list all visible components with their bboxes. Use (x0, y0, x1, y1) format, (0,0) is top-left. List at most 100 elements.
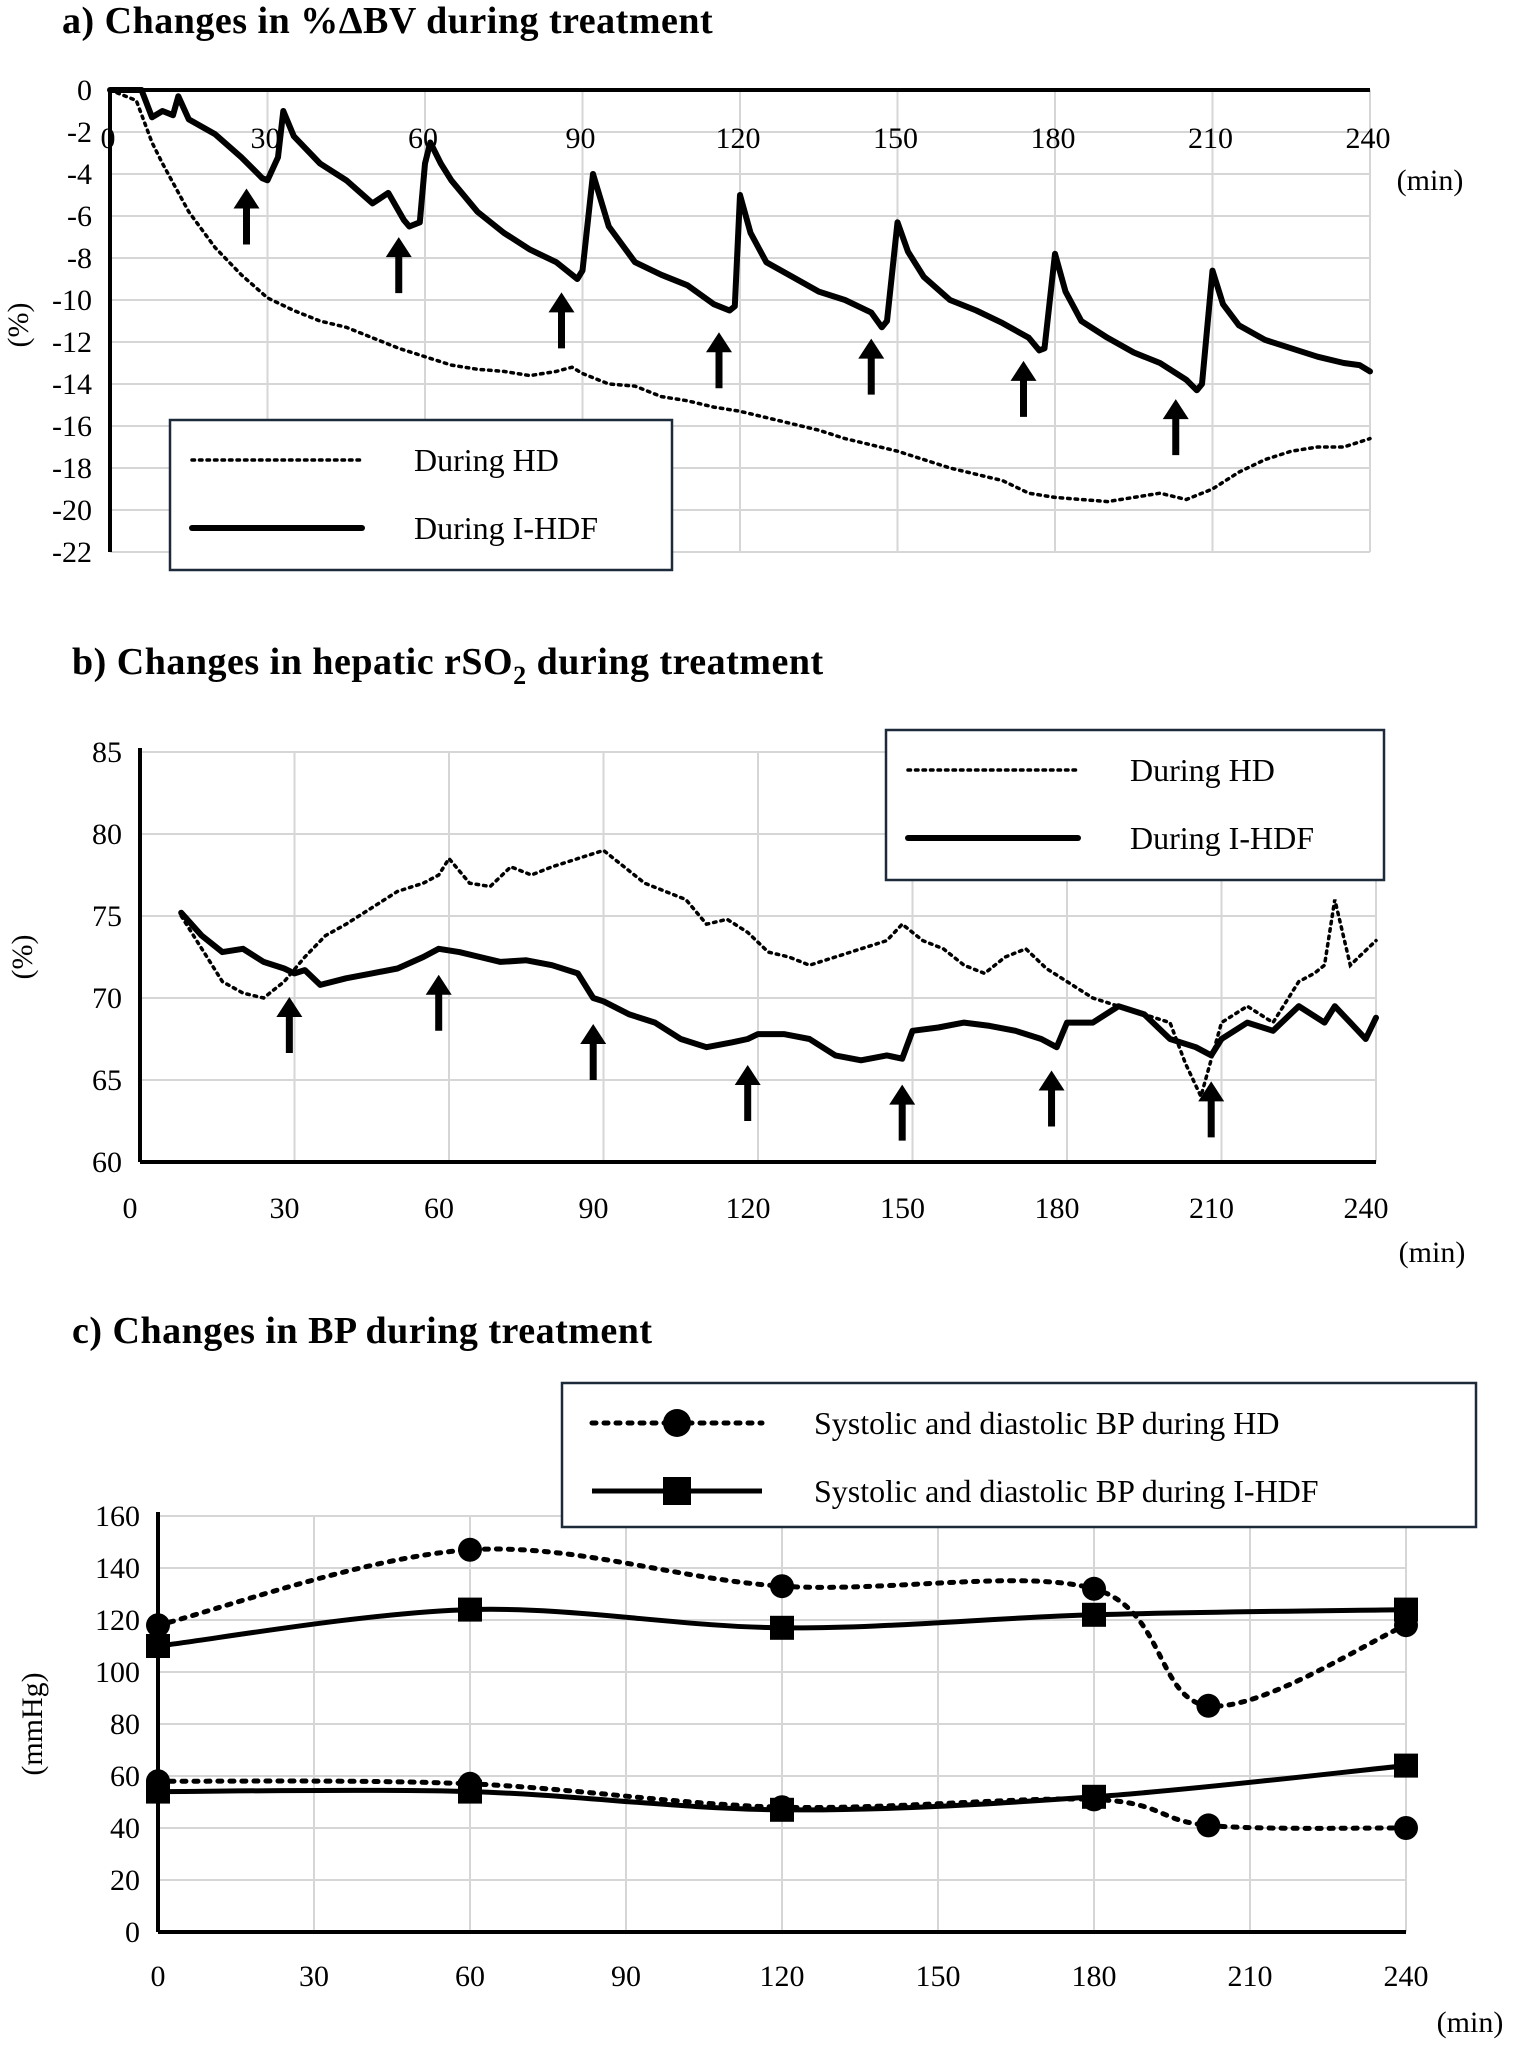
infusion-arrow-icon (734, 1065, 761, 1121)
ihdf-data-point (1082, 1784, 1106, 1809)
legend: During HD During I-HDF (884, 728, 1386, 882)
ihdf-data-point (458, 1597, 482, 1622)
legend-label: During HD (414, 442, 559, 478)
x-tick-label: 120 (760, 1960, 805, 1993)
hd-data-point (458, 1537, 482, 1562)
x-tick-label: 240 (1384, 1960, 1429, 1993)
y-tick-label: 160 (95, 1500, 140, 1533)
chart-title: b) Changes in hepatic rSO2 during treatm… (72, 641, 824, 690)
y-tick-label: -10 (52, 284, 92, 317)
y-tick-label: 60 (110, 1760, 140, 1793)
hd-data-point (1196, 1693, 1221, 1718)
legend-box (884, 728, 1386, 882)
y-tick-label: 140 (95, 1552, 140, 1585)
hd-data-point (770, 1574, 794, 1599)
chart-title-end: during treatment (527, 641, 824, 683)
hd-data-point (1082, 1576, 1106, 1601)
legend: During HD During I-HDF (168, 418, 674, 572)
x-tick-label: 180 (1031, 122, 1076, 155)
ihdf-data-point (1394, 1753, 1418, 1778)
y-tick-label: 80 (92, 818, 122, 851)
ihdf-data-point (146, 1634, 170, 1658)
x-tick-label: 90 (579, 1192, 609, 1225)
y-tick-label: 70 (92, 982, 122, 1015)
y-tick-label: -2 (67, 116, 92, 149)
x-tick-label: 210 (1189, 1192, 1234, 1225)
legend-marker-square-icon (663, 1477, 691, 1505)
ihdf-data-point (770, 1797, 794, 1822)
chart-title-subscript: 2 (513, 661, 527, 690)
x-axis-label: (min) (1399, 1236, 1466, 1269)
x-tick-label: 0 (123, 1192, 138, 1225)
infusion-arrow-icon (706, 332, 732, 389)
infusion-arrow-icon (233, 188, 260, 245)
legend-label: Systolic and diastolic BP during HD (814, 1405, 1279, 1441)
ihdf-data-point (770, 1615, 794, 1640)
y-tick-label: -4 (67, 158, 92, 191)
ihdf-data-point (1394, 1597, 1418, 1622)
panel-b: b) Changes in hepatic rSO2 during treatm… (6, 641, 1465, 1269)
y-tick-label: -8 (67, 242, 92, 275)
series-line-hd (179, 848, 1378, 1102)
y-tick-label: 40 (110, 1812, 140, 1845)
ihdf-data-point (458, 1779, 482, 1804)
y-tick-label: 85 (92, 736, 122, 769)
legend-label: Systolic and diastolic BP during I-HDF (814, 1473, 1319, 1509)
y-tick-label: -12 (52, 326, 92, 359)
infusion-arrow-icon (548, 292, 575, 349)
legend-marker-circle-icon (663, 1409, 691, 1437)
x-tick-label: 150 (916, 1960, 961, 1993)
series-line-ihdf (178, 909, 1379, 1064)
y-tick-label: 120 (95, 1604, 140, 1637)
y-tick-label: 100 (95, 1656, 140, 1689)
x-tick-label: 60 (424, 1192, 454, 1225)
hd-data-point (146, 1613, 170, 1638)
infusion-arrow-icon (1198, 1081, 1225, 1138)
x-tick-label: 30 (251, 122, 281, 155)
legend-label: During I-HDF (414, 510, 598, 546)
x-tick-label: 240 (1344, 1192, 1389, 1225)
x-tick-label: 30 (270, 1192, 300, 1225)
x-tick-label: 180 (1035, 1192, 1080, 1225)
x-tick-label: 150 (873, 122, 918, 155)
legend-label: During I-HDF (1130, 820, 1314, 856)
x-axis-label: (min) (1397, 164, 1464, 197)
ihdf-data-point (1082, 1602, 1106, 1627)
bp-line-systolic-hd (155, 1546, 1409, 1709)
y-tick-label: -20 (52, 494, 92, 527)
x-tick-label: 120 (716, 122, 761, 155)
y-axis-label: (mmHg) (16, 1672, 49, 1775)
y-tick-label: -14 (52, 368, 92, 401)
legend: Systolic and diastolic BP during HD Systo… (560, 1381, 1478, 1529)
hd-data-point (1394, 1816, 1418, 1840)
y-tick-label: 65 (92, 1064, 122, 1097)
y-tick-label: -16 (52, 410, 92, 443)
y-tick-label: -22 (52, 536, 92, 569)
infusion-arrow-icon (889, 1084, 916, 1141)
infusion-arrow-icon (1162, 399, 1189, 456)
y-tick-label: 0 (77, 74, 92, 107)
y-tick-label: 75 (92, 900, 122, 933)
x-tick-label: 30 (299, 1960, 329, 1993)
x-axis-label: (min) (1437, 2006, 1504, 2039)
ihdf-data-point (146, 1779, 170, 1804)
x-tick-label: 90 (611, 1960, 641, 1993)
x-tick-label: 60 (455, 1960, 485, 1993)
infusion-arrow-icon (425, 974, 452, 1031)
x-tick-label: 180 (1072, 1960, 1117, 1993)
y-tick-label: -6 (67, 200, 92, 233)
legend-label: During HD (1130, 752, 1275, 788)
infusion-arrow-icon (1010, 360, 1037, 417)
y-tick-label: 80 (110, 1708, 140, 1741)
hd-data-point (1196, 1813, 1221, 1838)
x-tick-label: 0 (151, 1960, 166, 1993)
x-tick-label: 120 (726, 1192, 771, 1225)
y-tick-label: 0 (125, 1916, 140, 1949)
x-tick-label: 210 (1188, 122, 1233, 155)
infusion-arrow-icon (1038, 1070, 1065, 1127)
y-tick-label: 20 (110, 1864, 140, 1897)
x-tick-label: 150 (880, 1192, 925, 1225)
infusion-arrow-icon (580, 1024, 607, 1080)
